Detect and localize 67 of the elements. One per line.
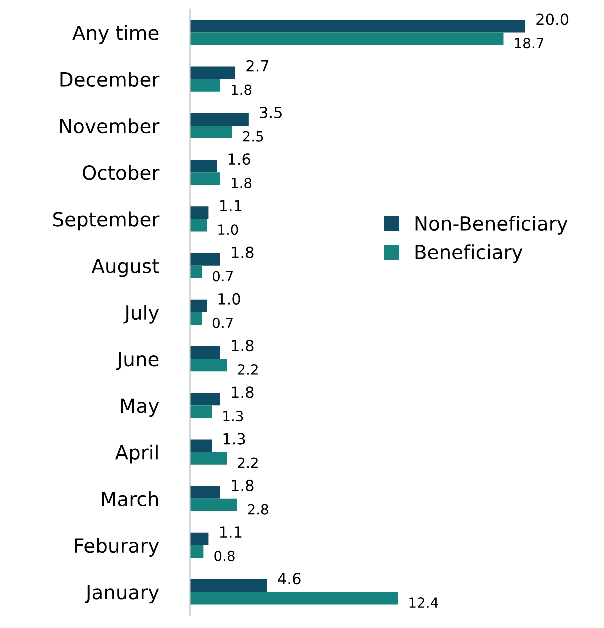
data-label: 1.8 xyxy=(232,178,252,188)
data-label: 2.2 xyxy=(238,458,258,468)
bar xyxy=(190,172,220,186)
bar xyxy=(190,300,208,312)
bar xyxy=(190,206,209,220)
bar xyxy=(190,266,202,278)
bar xyxy=(190,126,232,139)
data-label: 1.3 xyxy=(224,411,244,422)
data-label: 2.8 xyxy=(248,504,268,515)
data-label: 1.1 xyxy=(220,200,242,212)
y-tick-label: March xyxy=(102,492,158,507)
legend-label: Beneficiary xyxy=(416,244,523,264)
bar xyxy=(190,498,238,512)
y-tick-label: September xyxy=(54,212,160,231)
data-label: 20.0 xyxy=(536,14,569,26)
data-label: 2.5 xyxy=(243,131,264,142)
data-label: 3.5 xyxy=(260,106,282,119)
y-tick-label: Feburary xyxy=(75,538,160,557)
bar xyxy=(190,532,209,546)
y-tick-label: November xyxy=(60,118,160,134)
bar xyxy=(190,253,220,266)
data-label: 0.7 xyxy=(212,271,233,282)
data-label: 2.2 xyxy=(238,364,258,375)
y-tick-label: August xyxy=(92,259,160,278)
data-label: 0.7 xyxy=(212,318,233,328)
data-label: 1.8 xyxy=(232,386,254,398)
data-label: 4.6 xyxy=(278,573,301,585)
bar xyxy=(190,32,504,46)
data-label: 1.0 xyxy=(218,224,238,236)
data-label: 1.6 xyxy=(228,154,250,166)
y-tick-label: April xyxy=(115,444,158,464)
bar xyxy=(190,312,202,326)
data-label: 12.4 xyxy=(410,598,438,608)
bar xyxy=(190,546,204,558)
bar xyxy=(190,440,212,452)
data-label: 0.8 xyxy=(214,550,235,562)
data-label: 1.0 xyxy=(218,293,240,305)
bar xyxy=(190,219,208,232)
data-label: 2.7 xyxy=(246,60,269,72)
data-label: 1.1 xyxy=(220,526,242,538)
y-tick-label: May xyxy=(121,398,160,418)
bar xyxy=(190,486,220,499)
bar xyxy=(190,406,212,418)
bar xyxy=(190,346,220,360)
bar xyxy=(190,452,228,465)
data-label: 1.8 xyxy=(232,84,252,96)
data-label: 1.3 xyxy=(224,433,246,445)
bar xyxy=(190,160,218,173)
bar xyxy=(190,113,249,126)
y-tick-label: July xyxy=(124,305,160,324)
data-label: 1.8 xyxy=(232,480,254,492)
bar xyxy=(190,359,228,372)
bar xyxy=(190,66,236,80)
y-tick-label: October xyxy=(82,165,160,180)
bar xyxy=(190,79,220,92)
y-tick-label: January xyxy=(84,585,160,604)
bar xyxy=(190,20,526,33)
y-tick-label: Any time xyxy=(72,25,159,44)
data-label: 1.8 xyxy=(232,246,254,258)
data-label: 18.7 xyxy=(515,38,544,49)
bar xyxy=(190,393,220,406)
y-tick-label: June xyxy=(116,352,159,370)
y-tick-label: December xyxy=(60,72,160,88)
data-label: 1.8 xyxy=(232,340,254,352)
legend-label: Non-Beneficiary xyxy=(416,216,568,235)
bar xyxy=(190,580,268,592)
bar xyxy=(190,592,398,605)
